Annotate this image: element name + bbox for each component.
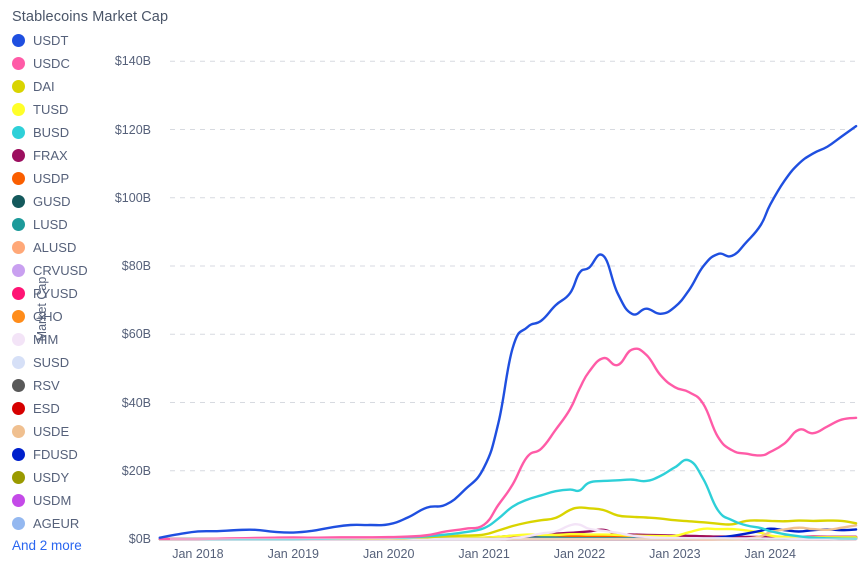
legend-item-alusd[interactable]: ALUSD xyxy=(12,236,132,259)
legend-item-usdm[interactable]: USDM xyxy=(12,489,132,512)
series-line-fdusd xyxy=(158,527,858,541)
legend-item-label: BUSD xyxy=(33,125,70,140)
legend-item-label: USDC xyxy=(33,56,70,71)
legend-color-dot-icon xyxy=(12,80,25,93)
legend-color-dot-icon xyxy=(12,471,25,484)
legend-item-label: FDUSD xyxy=(33,447,78,462)
x-tick-label: Jan 2020 xyxy=(362,547,415,561)
chart-legend: USDT USDC DAI TUSD BUSD FRAX USDP GUSD LUSD ALUSD… xyxy=(12,29,132,535)
legend-item-esd[interactable]: ESD xyxy=(12,397,132,420)
legend-item-label: DAI xyxy=(33,79,55,94)
series-line-gho xyxy=(158,536,858,541)
legend-item-ageur[interactable]: AGEUR xyxy=(12,512,132,535)
legend-item-rsv[interactable]: RSV xyxy=(12,374,132,397)
legend-color-dot-icon xyxy=(12,517,25,530)
series-line-lusd xyxy=(158,534,858,541)
legend-item-fdusd[interactable]: FDUSD xyxy=(12,443,132,466)
series-line-tusd xyxy=(158,527,858,541)
legend-color-dot-icon xyxy=(12,310,25,323)
legend-color-dot-icon xyxy=(12,402,25,415)
series-line-esd xyxy=(158,536,858,541)
legend-item-label: SUSD xyxy=(33,355,70,370)
legend-item-label: TUSD xyxy=(33,102,69,117)
legend-item-label: ESD xyxy=(33,401,60,416)
series-line-alusd xyxy=(158,536,858,541)
series-line-frax xyxy=(158,528,858,541)
legend-item-frax[interactable]: FRAX xyxy=(12,144,132,167)
legend-color-dot-icon xyxy=(12,264,25,277)
legend-color-dot-icon xyxy=(12,494,25,507)
series-line-mim xyxy=(158,522,858,541)
series-line-usdy xyxy=(158,536,858,541)
x-tick-label: Jan 2022 xyxy=(553,547,606,561)
x-tick-label: Jan 2023 xyxy=(649,547,701,561)
legend-color-dot-icon xyxy=(12,356,25,369)
x-tick-label: Jan 2019 xyxy=(267,547,320,561)
legend-color-dot-icon xyxy=(12,34,25,47)
legend-item-busd[interactable]: BUSD xyxy=(12,121,132,144)
legend-item-label: RSV xyxy=(33,378,60,393)
legend-show-more-link[interactable]: And 2 more xyxy=(12,538,82,553)
x-tick-label: Jan 2021 xyxy=(458,547,510,561)
series-line-usdt xyxy=(158,124,858,539)
x-tick-label: Jan 2018 xyxy=(172,547,224,561)
legend-color-dot-icon xyxy=(12,103,25,116)
legend-color-dot-icon xyxy=(12,425,25,438)
legend-color-dot-icon xyxy=(12,126,25,139)
series-line-gusd xyxy=(158,536,858,541)
legend-item-usdt[interactable]: USDT xyxy=(12,29,132,52)
series-line-ageur xyxy=(158,537,858,541)
legend-item-dai[interactable]: DAI xyxy=(12,75,132,98)
legend-item-label: AGEUR xyxy=(33,516,80,531)
legend-item-crvusd[interactable]: CRVUSD xyxy=(12,259,132,282)
legend-item-usdy[interactable]: USDY xyxy=(12,466,132,489)
legend-item-tusd[interactable]: TUSD xyxy=(12,98,132,121)
legend-item-label: PYUSD xyxy=(33,286,78,301)
legend-item-label: USDE xyxy=(33,424,70,439)
legend-color-dot-icon xyxy=(12,333,25,346)
page-title: Stablecoins Market Cap xyxy=(12,9,169,25)
legend-item-pyusd[interactable]: PYUSD xyxy=(12,282,132,305)
series-line-usdc xyxy=(158,347,858,541)
legend-color-dot-icon xyxy=(12,149,25,162)
legend-item-label: GHO xyxy=(33,309,63,324)
legend-color-dot-icon xyxy=(12,241,25,254)
series-line-usde xyxy=(158,524,858,541)
legend-color-dot-icon xyxy=(12,379,25,392)
x-tick-label: Jan 2024 xyxy=(744,547,796,561)
legend-item-usdc[interactable]: USDC xyxy=(12,52,132,75)
legend-item-susd[interactable]: SUSD xyxy=(12,351,132,374)
series-line-usdp xyxy=(158,533,858,541)
legend-item-gusd[interactable]: GUSD xyxy=(12,190,132,213)
gridlines xyxy=(170,60,858,472)
legend-color-dot-icon xyxy=(12,57,25,70)
legend-item-label: USDY xyxy=(33,470,70,485)
legend-item-label: MIM xyxy=(33,332,59,347)
legend-item-label: USDP xyxy=(33,171,70,186)
legend-item-usde[interactable]: USDE xyxy=(12,420,132,443)
legend-item-label: ALUSD xyxy=(33,240,77,255)
legend-item-usdp[interactable]: USDP xyxy=(12,167,132,190)
series-line-pyusd xyxy=(158,535,858,541)
legend-item-label: CRVUSD xyxy=(33,263,88,278)
legend-color-dot-icon xyxy=(12,287,25,300)
legend-item-label: USDM xyxy=(33,493,72,508)
legend-item-label: LUSD xyxy=(33,217,68,232)
legend-item-gho[interactable]: GHO xyxy=(12,305,132,328)
series-line-busd xyxy=(158,458,858,541)
legend-item-label: FRAX xyxy=(33,148,68,163)
series-line-susd xyxy=(158,537,858,541)
legend-color-dot-icon xyxy=(12,195,25,208)
series-lines xyxy=(158,124,858,541)
legend-color-dot-icon xyxy=(12,448,25,461)
legend-item-mim[interactable]: MIM xyxy=(12,328,132,351)
legend-item-label: USDT xyxy=(33,33,69,48)
series-line-dai xyxy=(158,506,858,541)
legend-item-label: GUSD xyxy=(33,194,71,209)
legend-color-dot-icon xyxy=(12,172,25,185)
legend-color-dot-icon xyxy=(12,218,25,231)
legend-item-lusd[interactable]: LUSD xyxy=(12,213,132,236)
